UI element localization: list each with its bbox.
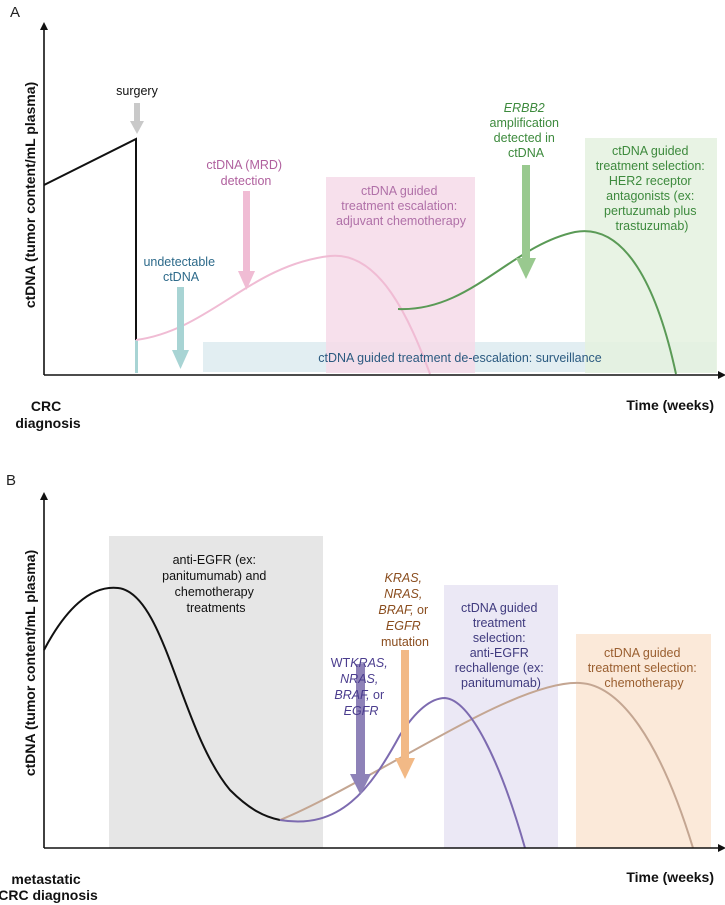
panel-b: B ctDNA (tumor content/mL plasma) Time (…: [0, 472, 725, 903]
her2-label: ctDNA guided treatment selection: HER2 r…: [596, 144, 709, 233]
panel-a-x-axis-label: Time (weeks): [626, 397, 714, 413]
mutation-arrow: [395, 650, 415, 779]
anti-egfr-label: anti-EGFR (ex: panitumumab) and chemothe…: [162, 553, 270, 615]
surgery-label: surgery: [116, 84, 158, 98]
erbb2-arrow: [516, 165, 536, 279]
undetectable-strip: [135, 340, 138, 373]
mrd-label: ctDNA (MRD) detection: [206, 158, 285, 188]
panel-b-x-axis-label: Time (weeks): [626, 869, 714, 885]
rechallenge-label: ctDNA guided treatment selection: anti-E…: [455, 601, 547, 690]
panel-a-y-axis-label: ctDNA (tumor content/mL plasma): [22, 82, 38, 308]
panel-a: A ctDNA (tumor content/mL plas: [10, 4, 725, 431]
anti-egfr-box: [109, 536, 323, 848]
rechallenge-box: [444, 585, 558, 848]
panel-b-letter: B: [6, 472, 16, 489]
erbb2-label: ERBB2 amplification detected in ctDNA: [490, 101, 563, 160]
chemo-box: [576, 634, 711, 848]
panel-b-origin-label: metastatic CRC diagnosis: [0, 871, 98, 903]
panel-a-origin-label: CRC diagnosis: [15, 398, 81, 431]
panel-a-letter: A: [10, 4, 20, 21]
mrd-curve: [135, 254, 431, 375]
wt-arrow: [350, 664, 371, 795]
escalation-label: ctDNA guided treatment escalation: adjuv…: [336, 184, 467, 228]
undetectable-arrow: [172, 287, 189, 369]
chemo-label: ctDNA guided treatment selection: chemot…: [588, 646, 701, 690]
surgery-arrow: [130, 103, 144, 134]
undetectable-label: undetectable ctDNA: [143, 255, 218, 284]
her2-box: [585, 138, 717, 373]
mrd-arrow: [238, 191, 255, 290]
panel-b-y-axis-label: ctDNA (tumor content/mL plasma): [22, 550, 38, 776]
pre-surgery-curve: [43, 137, 137, 340]
mutation-label: KRAS, NRAS, BRAF, or EGFR mutation: [378, 571, 431, 649]
her2-curve: [397, 230, 677, 375]
rechallenge-curve: [279, 696, 526, 849]
escalation-box: [326, 177, 475, 373]
surveillance-label: ctDNA guided treatment de-escalation: su…: [318, 351, 602, 365]
wt-label: WTKRAS, NRAS, BRAF, or EGFR: [331, 656, 391, 718]
anti-egfr-curve: [43, 586, 281, 821]
